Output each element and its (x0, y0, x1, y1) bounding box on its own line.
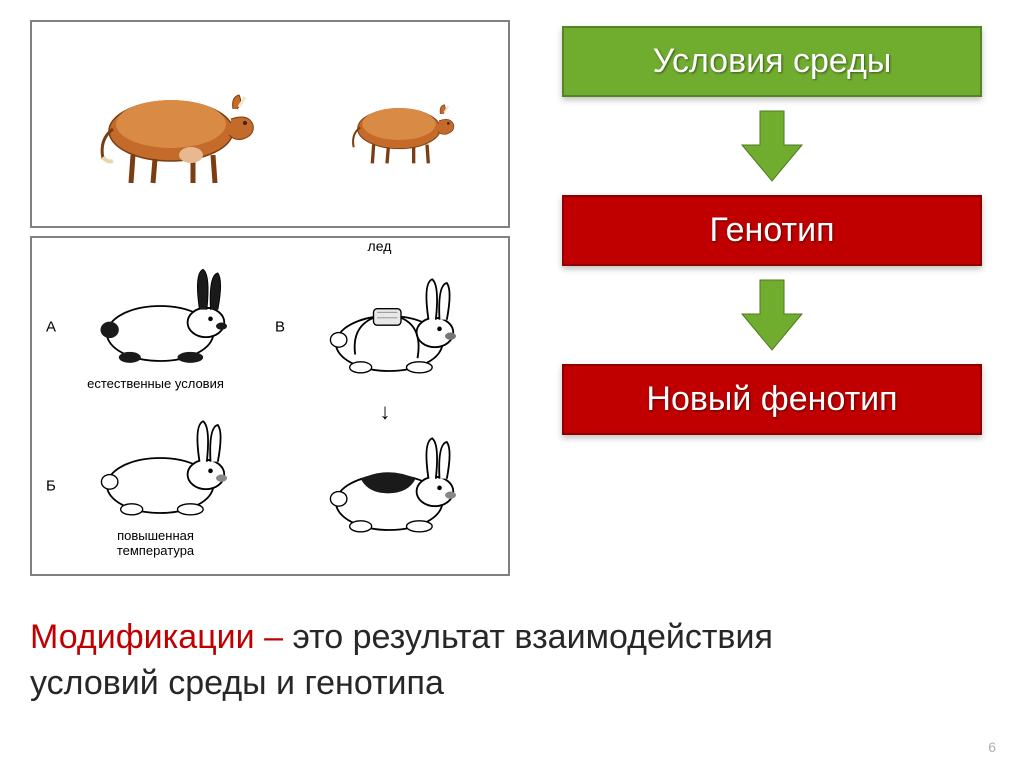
definition-text: Модификации – это результат взаимодейств… (30, 615, 773, 707)
slide: лед ↓ А (0, 0, 1024, 767)
rabbit-white-icon (73, 414, 238, 524)
cows-image-frame (30, 20, 510, 228)
cell-letter-v: В (275, 318, 285, 335)
page-number: 6 (988, 739, 996, 755)
top-row: лед ↓ А (30, 20, 994, 576)
definition-term: Модификации – (30, 618, 292, 656)
caption-natural: естественные условия (87, 376, 224, 391)
rabbit-ice-icon (302, 272, 467, 382)
rabbit-cell-warm: Б повышенная температура (42, 407, 269, 564)
cell-letter-b: Б (46, 477, 56, 494)
flow-box-environment: Условия среды (562, 26, 982, 97)
rabbit-himalayan-icon (73, 262, 238, 372)
arrow-down-icon-2 (740, 278, 804, 352)
cell-letter-a: А (46, 318, 56, 335)
rabbit-cell-ice: В (271, 248, 498, 405)
rabbit-cell-natural: А естественные условия (42, 248, 269, 405)
arrow-down-icon-1 (740, 109, 804, 183)
flow-box-genotype: Генотип (562, 195, 982, 266)
rabbit-patch-icon (302, 431, 467, 541)
flow-diagram: Условия среды Генотип Новый фенотип (550, 20, 994, 435)
caption-warm: повышенная температура (117, 528, 194, 558)
rabbit-cell-patch (271, 407, 498, 564)
flow-box-phenotype: Новый фенотип (562, 364, 982, 435)
cow-large-icon (81, 59, 261, 189)
cow-small-icon (339, 79, 459, 169)
left-column: лед ↓ А (30, 20, 510, 576)
rabbit-grid: А естественные условия (42, 248, 498, 564)
rabbits-image-frame: лед ↓ А (30, 236, 510, 576)
